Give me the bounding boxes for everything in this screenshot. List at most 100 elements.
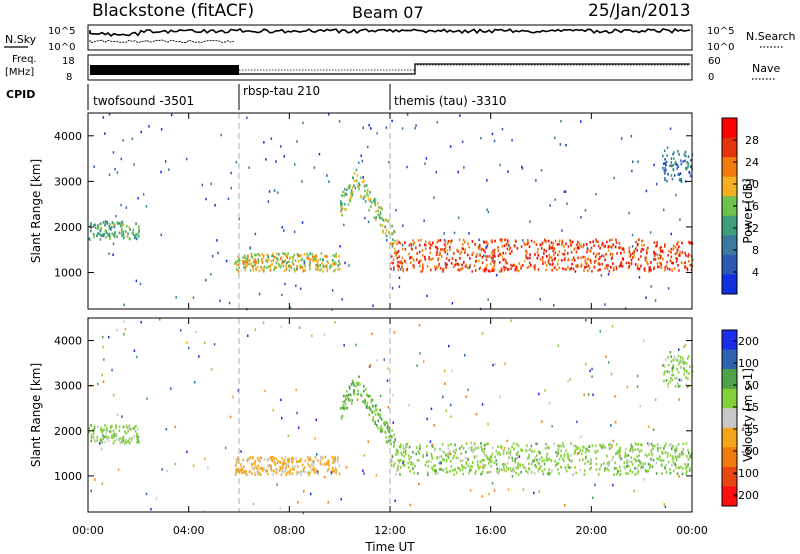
data-point	[602, 242, 604, 245]
data-point	[425, 243, 427, 247]
data-point	[686, 268, 689, 272]
data-point	[469, 257, 471, 260]
data-point	[201, 183, 203, 187]
data-point	[334, 466, 337, 470]
data-point	[422, 266, 424, 269]
data-point	[672, 364, 675, 367]
data-point	[165, 428, 168, 431]
data-point	[516, 268, 518, 272]
ytick-label: 4000	[54, 130, 82, 143]
data-point	[603, 462, 605, 465]
data-point	[248, 166, 250, 169]
data-point	[445, 467, 448, 470]
data-point	[643, 267, 646, 271]
data-point	[374, 198, 377, 202]
data-point	[362, 126, 364, 130]
data-point	[626, 465, 628, 468]
data-point	[385, 440, 388, 443]
data-point	[293, 468, 295, 471]
data-point	[528, 265, 530, 269]
data-point	[246, 258, 249, 261]
data-point	[647, 462, 650, 466]
data-point	[107, 436, 110, 439]
freq-switching-block	[90, 65, 239, 75]
data-point	[400, 459, 402, 462]
ytick-label: 3000	[54, 380, 82, 393]
data-point	[116, 413, 119, 416]
data-point	[338, 255, 340, 258]
data-point	[250, 255, 253, 258]
data-point	[491, 482, 494, 485]
data-point	[309, 457, 312, 461]
data-point	[488, 470, 490, 474]
data-point	[554, 136, 556, 140]
data-point	[610, 265, 612, 269]
data-point	[548, 472, 550, 476]
data-point	[450, 465, 453, 468]
data-point	[299, 266, 302, 269]
data-point	[93, 235, 95, 239]
data-point	[449, 145, 452, 148]
data-point	[522, 239, 524, 242]
data-point	[392, 421, 394, 424]
data-point	[109, 223, 111, 226]
data-point	[155, 497, 158, 500]
data-point	[291, 260, 294, 264]
data-point	[493, 254, 496, 258]
data-point	[369, 364, 372, 367]
data-point	[598, 467, 601, 471]
data-point	[678, 254, 681, 257]
data-point	[459, 252, 461, 255]
data-point	[688, 451, 690, 455]
data-point	[332, 262, 334, 266]
data-point	[114, 167, 116, 171]
data-point	[627, 454, 630, 457]
data-point	[401, 127, 404, 130]
data-point	[102, 335, 104, 339]
data-point	[462, 447, 465, 450]
data-point	[479, 460, 482, 464]
data-point	[605, 355, 607, 358]
data-point	[644, 269, 646, 272]
data-point	[631, 463, 634, 466]
data-point	[401, 453, 403, 457]
data-point	[687, 162, 690, 165]
data-point	[470, 468, 473, 472]
data-point	[312, 466, 315, 470]
data-point	[573, 259, 576, 262]
data-point	[457, 268, 459, 272]
data-point	[272, 459, 274, 463]
data-point	[679, 359, 682, 362]
data-point	[523, 242, 525, 245]
data-point	[544, 261, 546, 264]
data-point	[517, 473, 520, 476]
data-point	[396, 239, 399, 242]
data-point	[669, 454, 672, 457]
data-point	[478, 244, 481, 247]
data-point	[450, 241, 452, 245]
data-point	[665, 160, 668, 164]
data-point	[492, 269, 495, 272]
data-point	[207, 466, 209, 469]
ytick-label: 4000	[54, 335, 82, 348]
data-point	[103, 428, 105, 431]
data-point	[513, 469, 516, 473]
data-point	[342, 404, 345, 407]
data-point	[388, 427, 390, 431]
data-point	[102, 234, 104, 238]
data-point	[373, 410, 375, 413]
data-point	[333, 457, 336, 461]
data-point	[403, 460, 405, 463]
data-point	[423, 219, 425, 222]
cpid-segment-1: twofsound -3501	[93, 94, 194, 108]
data-point	[260, 473, 262, 476]
data-point	[249, 456, 251, 459]
data-point	[289, 256, 292, 259]
data-point	[677, 247, 679, 251]
data-point	[388, 231, 390, 234]
data-point	[237, 468, 240, 471]
data-point	[558, 266, 561, 269]
data-point	[296, 253, 299, 256]
data-point	[353, 384, 355, 387]
data-point	[449, 470, 451, 473]
